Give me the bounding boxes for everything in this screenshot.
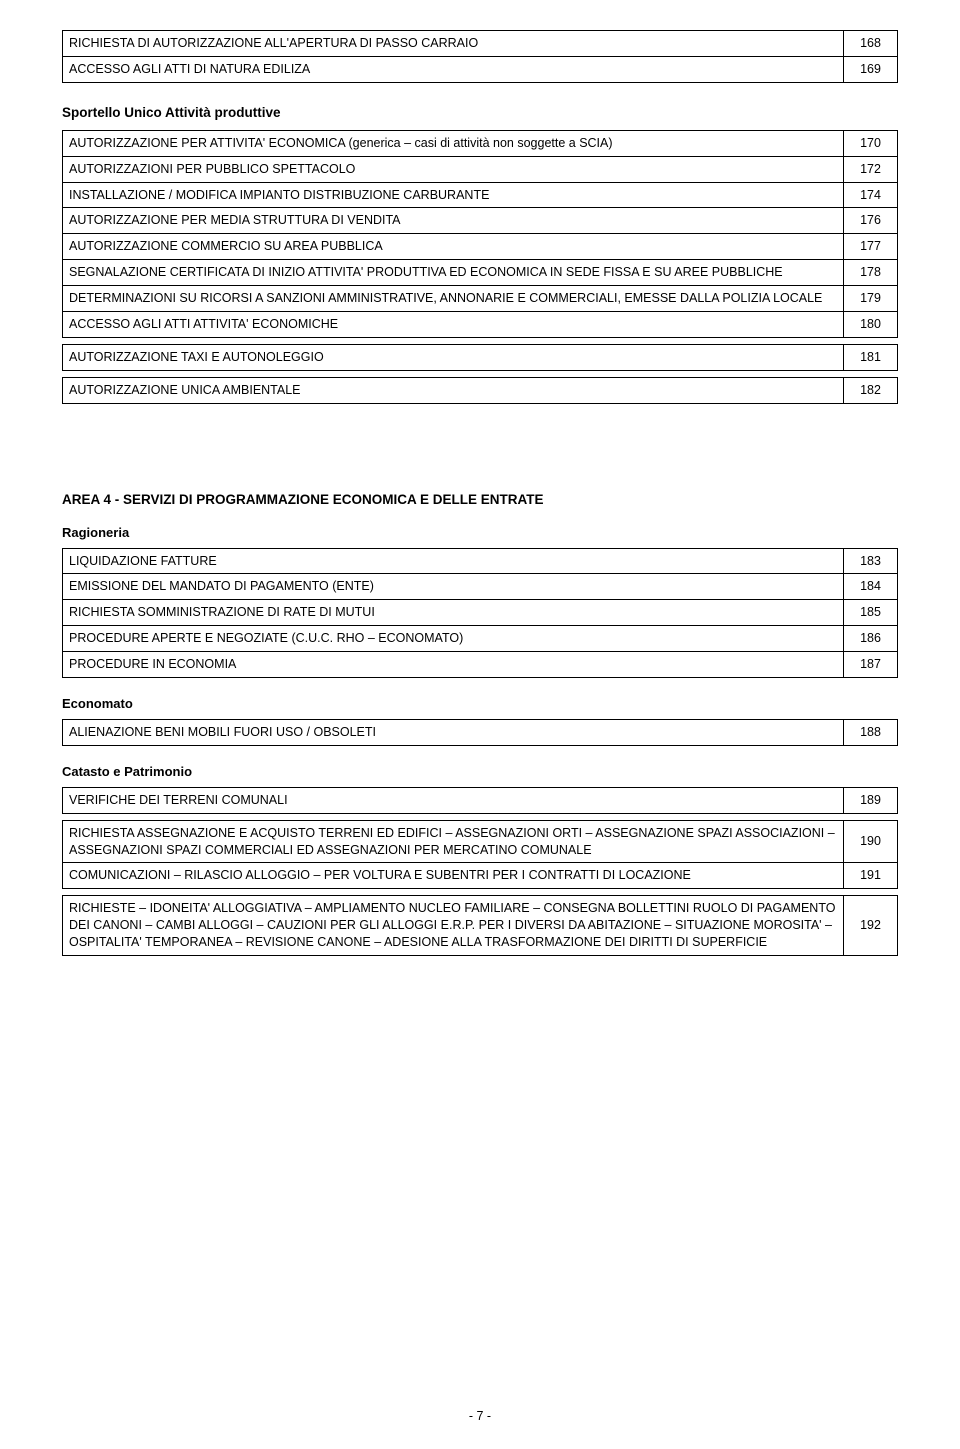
table-taxi: AUTORIZZAZIONE TAXI E AUTONOLEGGIO181: [62, 344, 898, 371]
row-number: 178: [844, 260, 898, 286]
table-catasto-3: RICHIESTE – IDONEITA' ALLOGGIATIVA – AMP…: [62, 895, 898, 956]
tbody: AUTORIZZAZIONE UNICA AMBIENTALE182: [63, 377, 898, 403]
row-label: DETERMINAZIONI SU RICORSI A SANZIONI AMM…: [63, 286, 844, 312]
table-row: VERIFICHE DEI TERRENI COMUNALI189: [63, 787, 898, 813]
tbody: ALIENAZIONE BENI MOBILI FUORI USO / OBSO…: [63, 719, 898, 745]
table-row: ACCESSO AGLI ATTI ATTIVITA' ECONOMICHE18…: [63, 311, 898, 337]
row-label: ACCESSO AGLI ATTI DI NATURA EDILIZA: [63, 56, 844, 82]
row-number: 181: [844, 344, 898, 370]
table-row: AUTORIZZAZIONE PER MEDIA STRUTTURA DI VE…: [63, 208, 898, 234]
row-label: LIQUIDAZIONE FATTURE: [63, 548, 844, 574]
row-number: 192: [844, 896, 898, 956]
table-catasto-2: RICHIESTA ASSEGNAZIONE E ACQUISTO TERREN…: [62, 820, 898, 890]
row-label: ALIENAZIONE BENI MOBILI FUORI USO / OBSO…: [63, 719, 844, 745]
table-row: LIQUIDAZIONE FATTURE183: [63, 548, 898, 574]
table-economato: ALIENAZIONE BENI MOBILI FUORI USO / OBSO…: [62, 719, 898, 746]
row-label: VERIFICHE DEI TERRENI COMUNALI: [63, 787, 844, 813]
table-sportello: AUTORIZZAZIONE PER ATTIVITA' ECONOMICA (…: [62, 130, 898, 338]
heading-ragioneria: Ragioneria: [62, 525, 898, 540]
row-number: 179: [844, 286, 898, 312]
table-row: RICHIESTA SOMMINISTRAZIONE DI RATE DI MU…: [63, 600, 898, 626]
row-number: 185: [844, 600, 898, 626]
row-label: RICHIESTA SOMMINISTRAZIONE DI RATE DI MU…: [63, 600, 844, 626]
table-row: ALIENAZIONE BENI MOBILI FUORI USO / OBSO…: [63, 719, 898, 745]
table-row: ACCESSO AGLI ATTI DI NATURA EDILIZA169: [63, 56, 898, 82]
row-label: SEGNALAZIONE CERTIFICATA DI INIZIO ATTIV…: [63, 260, 844, 286]
tbody: RICHIESTA DI AUTORIZZAZIONE ALL'APERTURA…: [63, 31, 898, 83]
tbody: VERIFICHE DEI TERRENI COMUNALI189: [63, 787, 898, 813]
table-row: RICHIESTA ASSEGNAZIONE E ACQUISTO TERREN…: [63, 820, 898, 863]
row-number: 174: [844, 182, 898, 208]
table-edilizia: RICHIESTA DI AUTORIZZAZIONE ALL'APERTURA…: [62, 30, 898, 83]
row-label: ACCESSO AGLI ATTI ATTIVITA' ECONOMICHE: [63, 311, 844, 337]
row-label: RICHIESTA DI AUTORIZZAZIONE ALL'APERTURA…: [63, 31, 844, 57]
tbody: LIQUIDAZIONE FATTURE183EMISSIONE DEL MAN…: [63, 548, 898, 677]
row-number: 177: [844, 234, 898, 260]
row-number: 180: [844, 311, 898, 337]
table-ambientale: AUTORIZZAZIONE UNICA AMBIENTALE182: [62, 377, 898, 404]
row-label: RICHIESTE – IDONEITA' ALLOGGIATIVA – AMP…: [63, 896, 844, 956]
row-label: INSTALLAZIONE / MODIFICA IMPIANTO DISTRI…: [63, 182, 844, 208]
row-number: 182: [844, 377, 898, 403]
table-row: DETERMINAZIONI SU RICORSI A SANZIONI AMM…: [63, 286, 898, 312]
tbody: AUTORIZZAZIONE TAXI E AUTONOLEGGIO181: [63, 344, 898, 370]
table-row: AUTORIZZAZIONE COMMERCIO SU AREA PUBBLIC…: [63, 234, 898, 260]
heading-area4: AREA 4 - SERVIZI DI PROGRAMMAZIONE ECONO…: [62, 492, 898, 507]
table-row: EMISSIONE DEL MANDATO DI PAGAMENTO (ENTE…: [63, 574, 898, 600]
table-row: COMUNICAZIONI – RILASCIO ALLOGGIO – PER …: [63, 863, 898, 889]
row-label: COMUNICAZIONI – RILASCIO ALLOGGIO – PER …: [63, 863, 844, 889]
row-label: AUTORIZZAZIONE TAXI E AUTONOLEGGIO: [63, 344, 844, 370]
row-label: AUTORIZZAZIONE UNICA AMBIENTALE: [63, 377, 844, 403]
heading-catasto: Catasto e Patrimonio: [62, 764, 898, 779]
row-number: 183: [844, 548, 898, 574]
row-number: 184: [844, 574, 898, 600]
row-label: AUTORIZZAZIONE PER ATTIVITA' ECONOMICA (…: [63, 130, 844, 156]
row-label: RICHIESTA ASSEGNAZIONE E ACQUISTO TERREN…: [63, 820, 844, 863]
table-catasto-1: VERIFICHE DEI TERRENI COMUNALI189: [62, 787, 898, 814]
row-number: 168: [844, 31, 898, 57]
table-row: RICHIESTE – IDONEITA' ALLOGGIATIVA – AMP…: [63, 896, 898, 956]
table-row: AUTORIZZAZIONE TAXI E AUTONOLEGGIO181: [63, 344, 898, 370]
row-number: 176: [844, 208, 898, 234]
row-number: 191: [844, 863, 898, 889]
table-row: AUTORIZZAZIONE PER ATTIVITA' ECONOMICA (…: [63, 130, 898, 156]
tbody: RICHIESTE – IDONEITA' ALLOGGIATIVA – AMP…: [63, 896, 898, 956]
heading-sportello: Sportello Unico Attività produttive: [62, 105, 898, 120]
row-number: 172: [844, 156, 898, 182]
row-number: 189: [844, 787, 898, 813]
row-number: 169: [844, 56, 898, 82]
table-row: RICHIESTA DI AUTORIZZAZIONE ALL'APERTURA…: [63, 31, 898, 57]
page-number: - 7 -: [0, 1409, 960, 1423]
table-row: SEGNALAZIONE CERTIFICATA DI INIZIO ATTIV…: [63, 260, 898, 286]
row-number: 188: [844, 719, 898, 745]
row-label: AUTORIZZAZIONE COMMERCIO SU AREA PUBBLIC…: [63, 234, 844, 260]
row-label: AUTORIZZAZIONI PER PUBBLICO SPETTACOLO: [63, 156, 844, 182]
table-row: AUTORIZZAZIONI PER PUBBLICO SPETTACOLO17…: [63, 156, 898, 182]
tbody: AUTORIZZAZIONE PER ATTIVITA' ECONOMICA (…: [63, 130, 898, 337]
row-number: 170: [844, 130, 898, 156]
row-number: 187: [844, 652, 898, 678]
tbody: RICHIESTA ASSEGNAZIONE E ACQUISTO TERREN…: [63, 820, 898, 889]
table-row: PROCEDURE APERTE E NEGOZIATE (C.U.C. RHO…: [63, 626, 898, 652]
heading-economato: Economato: [62, 696, 898, 711]
table-ragioneria: LIQUIDAZIONE FATTURE183EMISSIONE DEL MAN…: [62, 548, 898, 678]
row-label: PROCEDURE APERTE E NEGOZIATE (C.U.C. RHO…: [63, 626, 844, 652]
row-number: 190: [844, 820, 898, 863]
row-label: AUTORIZZAZIONE PER MEDIA STRUTTURA DI VE…: [63, 208, 844, 234]
row-label: EMISSIONE DEL MANDATO DI PAGAMENTO (ENTE…: [63, 574, 844, 600]
table-row: INSTALLAZIONE / MODIFICA IMPIANTO DISTRI…: [63, 182, 898, 208]
row-label: PROCEDURE IN ECONOMIA: [63, 652, 844, 678]
row-number: 186: [844, 626, 898, 652]
table-row: AUTORIZZAZIONE UNICA AMBIENTALE182: [63, 377, 898, 403]
table-row: PROCEDURE IN ECONOMIA187: [63, 652, 898, 678]
